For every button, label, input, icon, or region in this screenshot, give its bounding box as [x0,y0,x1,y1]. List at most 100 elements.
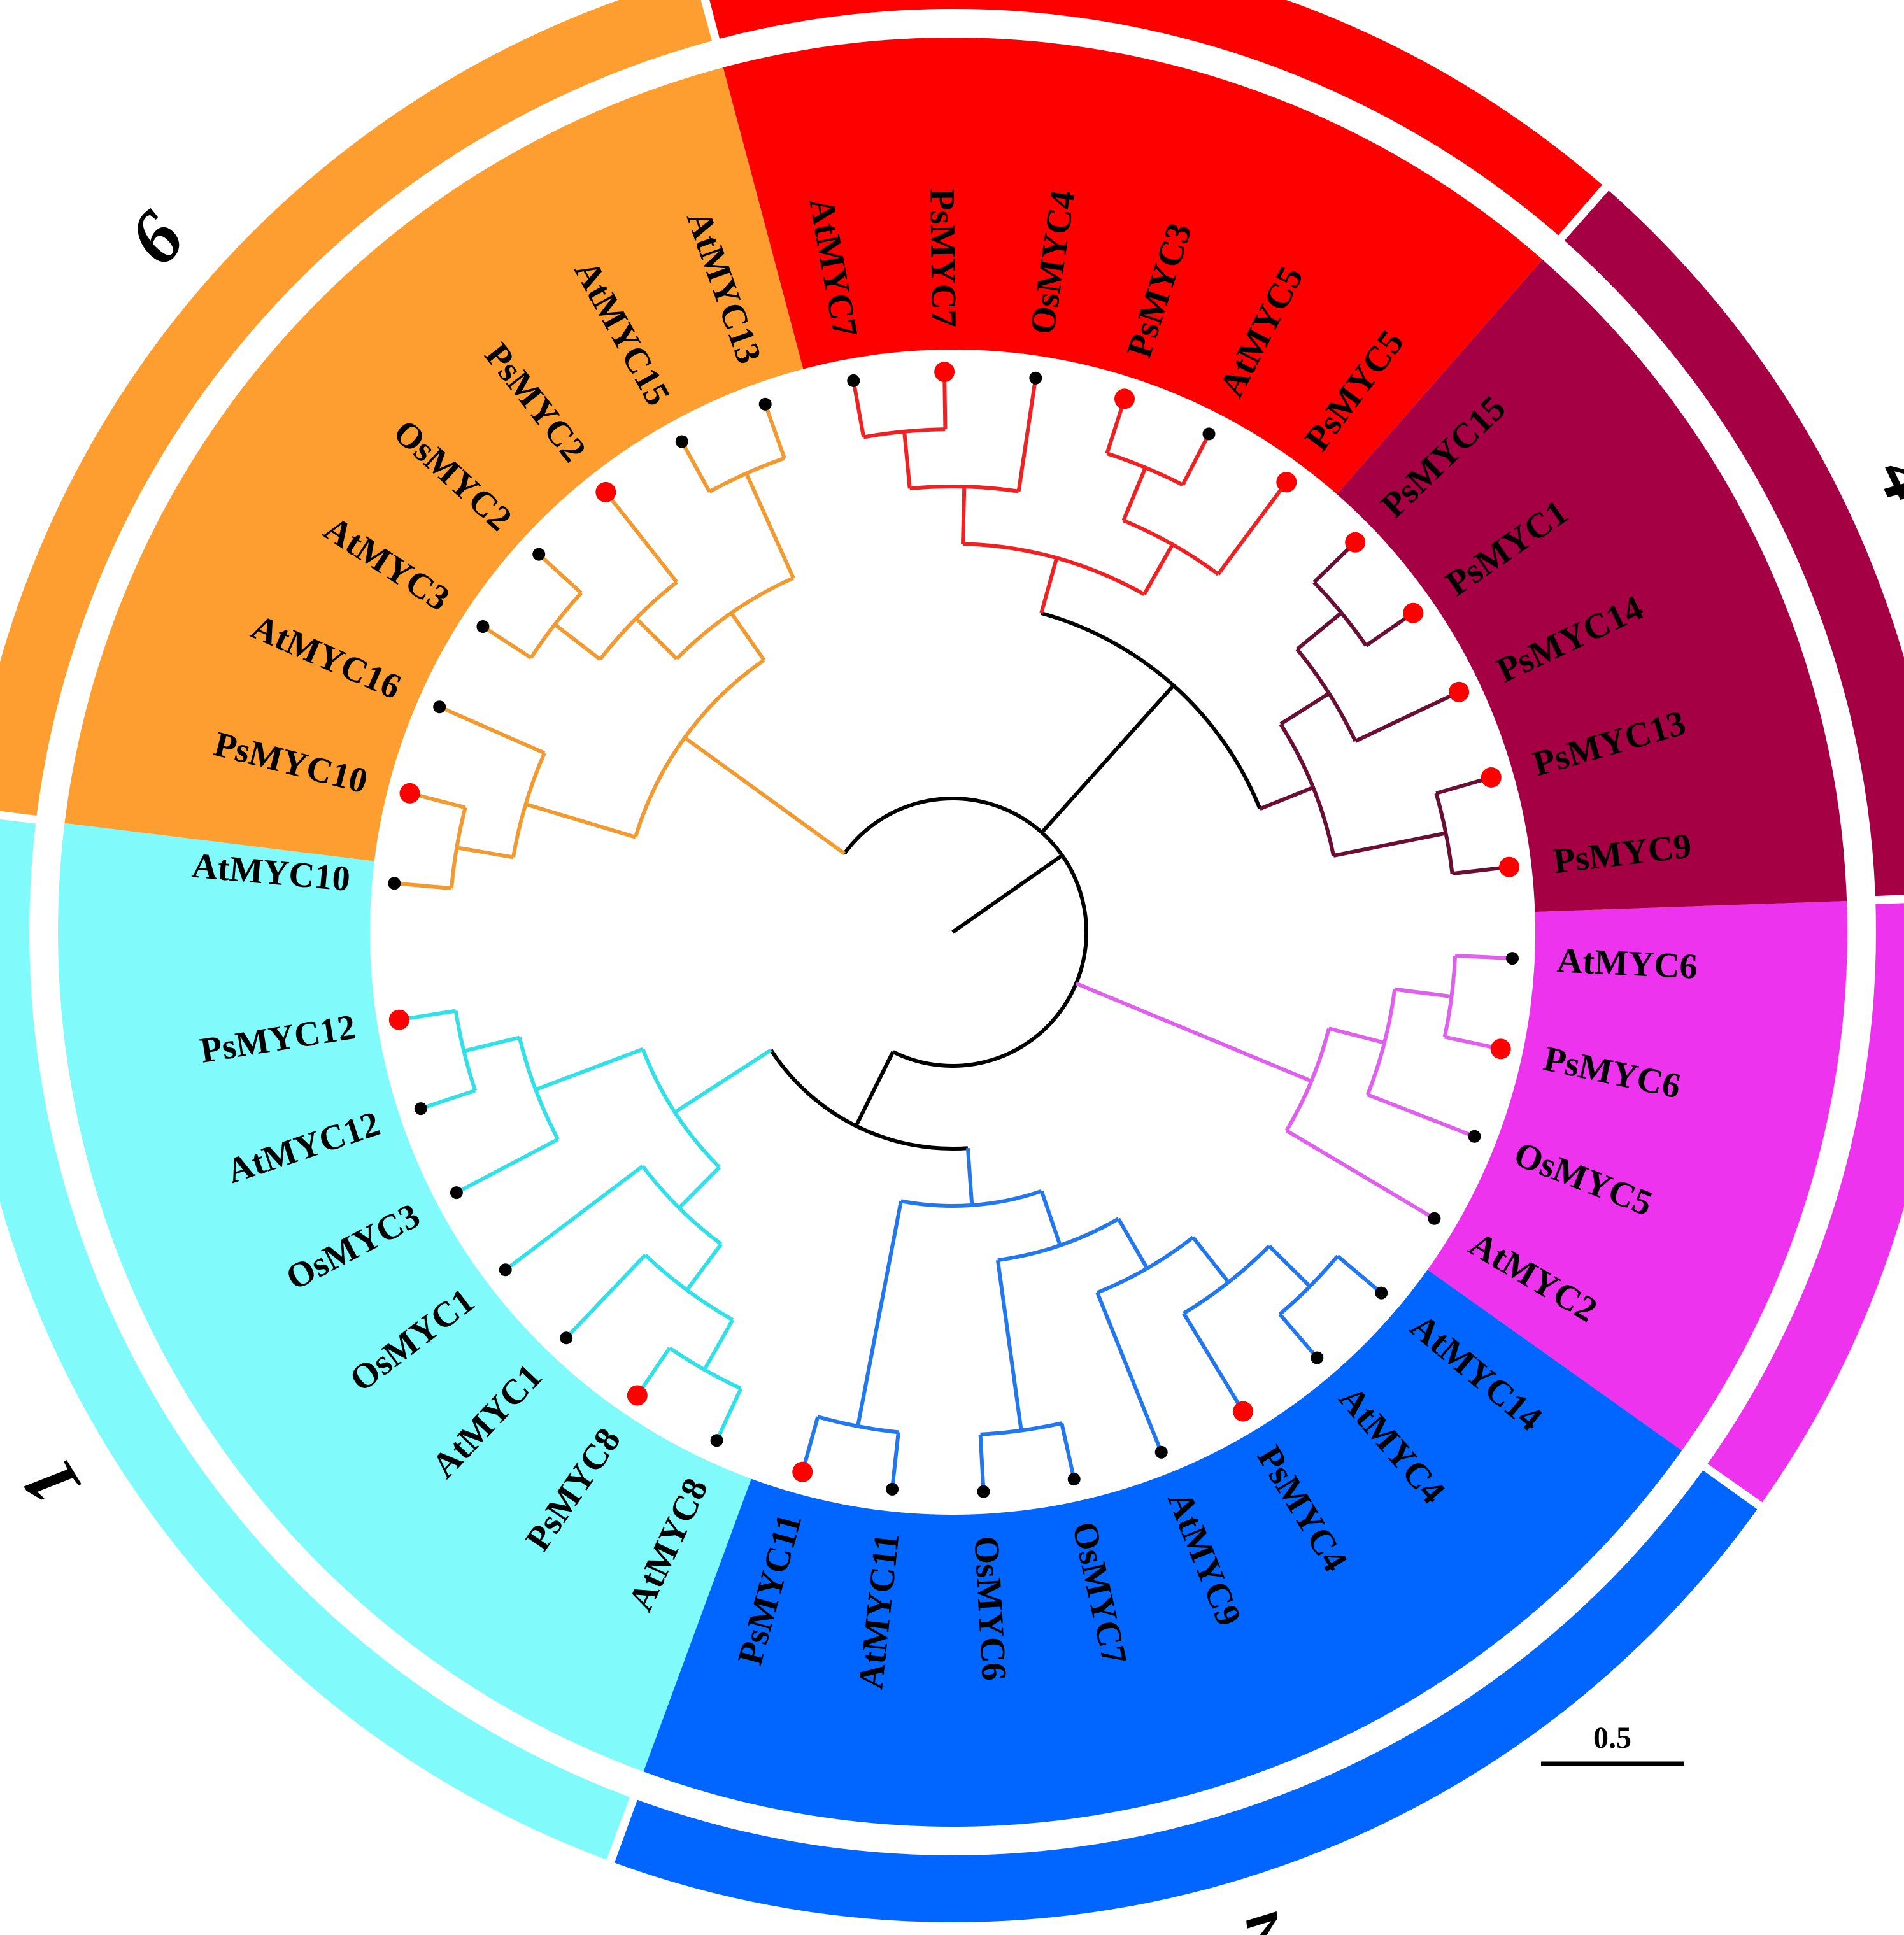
clade-branch [674,1048,772,1114]
leaf-marker-atmyc14 [1375,1286,1388,1300]
leaf-marker-atmyc16 [433,700,446,714]
scale-bar-label: 0.5 [1593,1721,1631,1755]
leaf-branch [763,403,786,459]
clade-arc [1041,611,1262,810]
group-6-number: 6 [111,195,201,280]
group-4-wedge [1337,259,1847,912]
leaf-branch [565,1253,647,1340]
leaf-branch [1016,378,1038,492]
clade-arc [1434,793,1454,874]
clade-arc [1366,989,1397,1096]
group-1-wedge [58,823,751,1772]
clade-arc [668,1346,742,1391]
leaf-marker-psmyc15 [1345,532,1366,553]
leaf-label-osmyc6: OsMYC6 [966,1535,1014,1682]
clade-arc [599,580,678,661]
clade-arc [1278,1254,1339,1316]
leaf-branch [1354,690,1460,743]
group-4-number: 4 [1861,443,1904,514]
leaf-branch [1278,1313,1319,1359]
leaf-branch [394,881,452,891]
group-1-ring [0,819,630,1860]
clade-branch [1267,1244,1312,1288]
leaf-branch [481,625,532,660]
group-4-ring [1564,190,1904,897]
leaf-branch [1095,1291,1163,1453]
leaf-marker-atmyc2 [1428,1212,1441,1225]
root-stem [951,854,1063,934]
leaf-branch [1367,1093,1475,1138]
clade-arc [511,752,546,858]
leaf-marker-atmyc6 [1506,952,1519,965]
leaf-marker-osmyc3 [450,1186,463,1200]
clade-arc [641,1048,721,1169]
leaf-branch [714,1387,743,1442]
leaf-marker-psmyc11 [792,1461,813,1482]
clade-arc [980,1421,1062,1436]
clade-arc [1442,955,1458,1038]
clade-branch [1039,557,1059,614]
leaf-marker-atmyc7 [847,374,860,387]
leaf-marker-osmyc7 [1067,1473,1081,1486]
clade-arc [1097,1235,1195,1294]
clade-arc [708,456,785,493]
clade-branch [1333,831,1447,858]
clade-branch [1075,981,1312,1083]
clade-arc [997,1217,1119,1263]
clade-branch [678,1166,721,1210]
clade-branch [535,1047,644,1092]
leaf-marker-psmyc3 [1114,388,1135,409]
clade-arc [517,1037,560,1140]
clade-branch [1191,1236,1230,1284]
clade-arc [450,807,467,889]
clade-arc [675,576,795,660]
clade-branch [1295,611,1343,651]
leaf-branch [438,705,546,755]
leaf-marker-psmyc14 [1449,681,1470,702]
leaf-marker-psmyc9 [1499,856,1519,877]
group-2-number: 2 [1234,1896,1297,1935]
leaf-branch [1454,953,1513,961]
group-5-ring [709,0,1602,236]
leaf-marker-psmyc5 [1276,472,1297,493]
tree-branches [394,372,1513,1492]
clade-arc [962,542,1146,597]
leaf-branch [1181,433,1211,486]
leaf-marker-atmyc4 [1311,1351,1324,1364]
clade-branch [702,1319,735,1371]
clade-branch [1328,1026,1385,1045]
leaf-marker-atmyc3 [476,620,490,633]
clade-branch [634,617,678,660]
clade-branch [553,623,602,661]
group-3-ring [1707,903,1904,1503]
clade-arc [900,1189,1042,1208]
leaf-branch [537,553,583,595]
leaf-branch [680,441,711,493]
leaf-branch [1182,1312,1245,1413]
clade-branch [525,802,636,839]
clade-branch [683,736,846,856]
leaf-branch [420,1088,476,1110]
leaf-label-psmyc7: PsMYC7 [922,188,963,328]
clade-branch [1394,987,1452,999]
clade-arc [1106,451,1184,487]
clade-branch [961,486,967,544]
group-1-number: 1 [4,1444,97,1521]
leaf-marker-psmyc1 [1403,602,1424,623]
clade-arc [1123,518,1219,576]
leaf-branch [851,380,866,438]
clade-branch [1116,1217,1149,1270]
clade-arc [644,1253,734,1322]
leaf-marker-atmyc1 [560,1331,573,1345]
clade-arc [641,1165,723,1246]
clade-branch [1039,1190,1062,1246]
leaf-markers [388,362,1519,1498]
leaf-marker-psmyc10 [399,783,420,804]
leaf-marker-psmyc8 [627,1385,648,1406]
leaf-marker-psmyc12 [388,1009,409,1030]
leaf-branch [978,1434,986,1492]
group-5-wedge [723,37,1543,494]
root-arc [842,797,1089,1068]
